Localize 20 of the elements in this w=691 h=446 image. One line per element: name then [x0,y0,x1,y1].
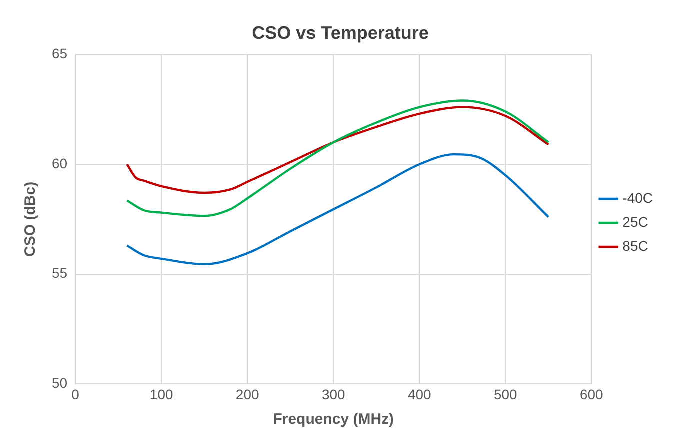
x-tick-label: 0 [72,386,80,402]
legend-label: 25C [622,214,648,230]
x-tick-label: 500 [494,386,518,402]
x-tick-label: 300 [322,386,346,402]
legend-label: 85C [622,238,648,254]
x-tick-label: 100 [150,386,174,402]
y-tick-label: 55 [52,265,68,282]
y-tick-label: 60 [52,155,68,172]
line-series [126,100,550,218]
legend-label: -40C [622,190,654,206]
line-series [126,153,550,266]
line-series [126,106,550,194]
x-tick-label: 600 [580,386,604,402]
y-tick-label: 65 [52,45,68,62]
y-axis-title: CSO (dBc) [22,182,40,257]
y-tick-label: 50 [52,375,68,392]
x-tick-label: 200 [236,386,260,402]
chart-title: CSO vs Temperature [252,22,429,43]
x-axis-title: Frequency (MHz) [273,411,394,428]
x-tick-label: 400 [408,386,432,402]
